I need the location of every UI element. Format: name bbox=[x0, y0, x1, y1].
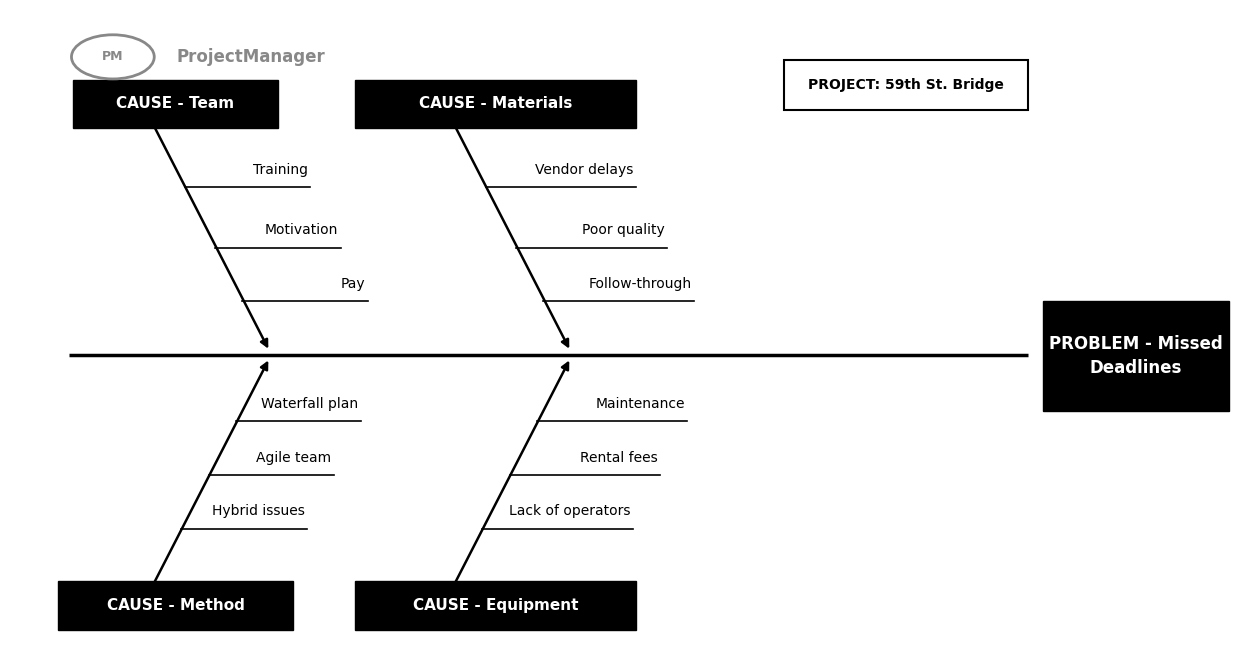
Bar bbox=[355, 80, 636, 128]
Bar bbox=[73, 80, 278, 128]
Bar bbox=[1043, 301, 1229, 411]
Text: Lack of operators: Lack of operators bbox=[509, 504, 631, 518]
Text: CAUSE - Materials: CAUSE - Materials bbox=[419, 96, 572, 111]
Text: PM: PM bbox=[102, 50, 124, 64]
Text: Poor quality: Poor quality bbox=[582, 223, 665, 237]
Text: Pay: Pay bbox=[341, 277, 365, 291]
Text: CAUSE - Method: CAUSE - Method bbox=[107, 598, 245, 613]
Text: Training: Training bbox=[253, 163, 307, 177]
Text: Rental fees: Rental fees bbox=[579, 451, 657, 465]
Bar bbox=[355, 581, 636, 630]
Text: Motivation: Motivation bbox=[265, 223, 339, 237]
Text: Follow-through: Follow-through bbox=[588, 277, 691, 291]
Text: ProjectManager: ProjectManager bbox=[177, 48, 326, 66]
Bar bbox=[784, 60, 1028, 110]
Text: Hybrid issues: Hybrid issues bbox=[212, 504, 305, 518]
Text: CAUSE - Equipment: CAUSE - Equipment bbox=[413, 598, 578, 613]
Text: Waterfall plan: Waterfall plan bbox=[262, 397, 359, 411]
Text: Maintenance: Maintenance bbox=[596, 397, 685, 411]
Text: PROBLEM - Missed
Deadlines: PROBLEM - Missed Deadlines bbox=[1050, 335, 1223, 377]
Text: Agile team: Agile team bbox=[256, 451, 331, 465]
Text: Vendor delays: Vendor delays bbox=[535, 163, 633, 177]
Bar bbox=[58, 581, 293, 630]
Text: PROJECT: 59th St. Bridge: PROJECT: 59th St. Bridge bbox=[808, 78, 1004, 92]
Text: CAUSE - Team: CAUSE - Team bbox=[117, 96, 234, 111]
